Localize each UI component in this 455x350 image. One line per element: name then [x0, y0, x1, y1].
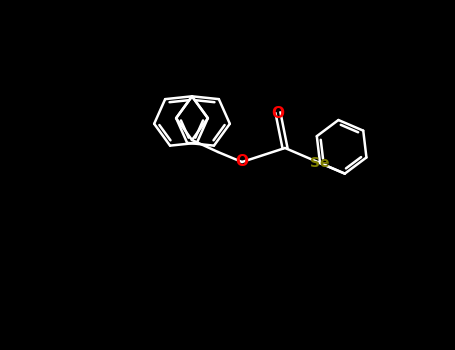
Text: O: O [236, 154, 248, 169]
Text: O: O [272, 105, 284, 120]
Text: Se: Se [310, 156, 330, 170]
